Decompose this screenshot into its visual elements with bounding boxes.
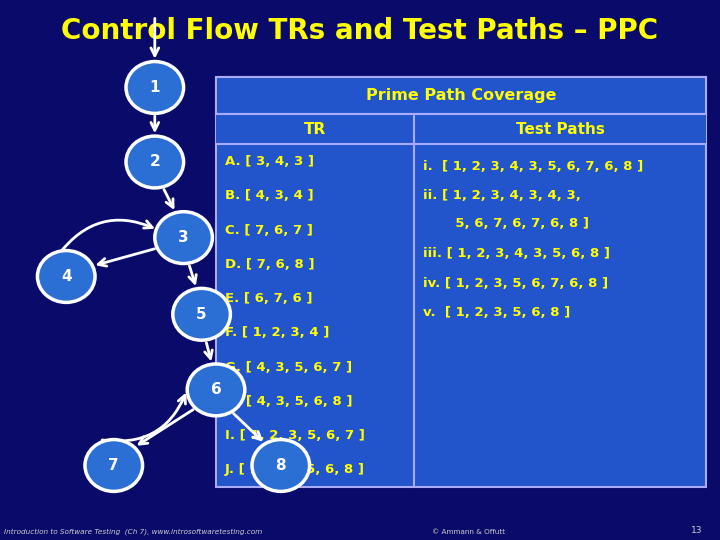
- Text: 1: 1: [150, 80, 160, 95]
- Text: Control Flow TRs and Test Paths – PPC: Control Flow TRs and Test Paths – PPC: [61, 17, 659, 45]
- Text: 5: 5: [197, 307, 207, 322]
- Ellipse shape: [37, 251, 95, 302]
- Ellipse shape: [187, 364, 245, 416]
- Ellipse shape: [173, 288, 230, 340]
- Text: 2: 2: [150, 154, 160, 170]
- Text: i.  [ 1, 2, 3, 4, 3, 5, 6, 7, 6, 8 ]: i. [ 1, 2, 3, 4, 3, 5, 6, 7, 6, 8 ]: [423, 159, 643, 172]
- Text: Prime Path Coverage: Prime Path Coverage: [366, 87, 556, 103]
- Bar: [216, 77, 706, 487]
- Text: © Ammann & Offutt: © Ammann & Offutt: [432, 529, 505, 535]
- Text: A. [ 3, 4, 3 ]: A. [ 3, 4, 3 ]: [225, 155, 314, 168]
- Ellipse shape: [252, 440, 310, 491]
- Text: 6: 6: [211, 382, 221, 397]
- Text: TR: TR: [304, 122, 326, 137]
- Text: iv. [ 1, 2, 3, 5, 6, 7, 6, 8 ]: iv. [ 1, 2, 3, 5, 6, 7, 6, 8 ]: [423, 276, 608, 289]
- Ellipse shape: [126, 136, 184, 188]
- Text: C. [ 7, 6, 7 ]: C. [ 7, 6, 7 ]: [225, 224, 312, 237]
- Ellipse shape: [85, 440, 143, 491]
- Text: 7: 7: [109, 458, 119, 473]
- Text: J. [ 1, 2, 3, 5, 6, 8 ]: J. [ 1, 2, 3, 5, 6, 8 ]: [225, 463, 364, 476]
- Bar: [216, 113, 706, 144]
- Text: E. [ 6, 7, 6 ]: E. [ 6, 7, 6 ]: [225, 292, 312, 305]
- Text: G. [ 4, 3, 5, 6, 7 ]: G. [ 4, 3, 5, 6, 7 ]: [225, 361, 352, 374]
- Text: iii. [ 1, 2, 3, 4, 3, 5, 6, 8 ]: iii. [ 1, 2, 3, 4, 3, 5, 6, 8 ]: [423, 247, 610, 260]
- Text: v.  [ 1, 2, 3, 5, 6, 8 ]: v. [ 1, 2, 3, 5, 6, 8 ]: [423, 306, 570, 319]
- Ellipse shape: [126, 62, 184, 113]
- Text: I. [ 1, 2, 3, 5, 6, 7 ]: I. [ 1, 2, 3, 5, 6, 7 ]: [225, 429, 364, 442]
- Ellipse shape: [155, 212, 212, 264]
- Text: Introduction to Software Testing  (Ch 7), www.introsoftwaretesting.com: Introduction to Software Testing (Ch 7),…: [4, 528, 262, 535]
- Text: 5, 6, 7, 6, 7, 6, 8 ]: 5, 6, 7, 6, 7, 6, 8 ]: [423, 217, 589, 230]
- Text: 3: 3: [179, 230, 189, 245]
- Text: B. [ 4, 3, 4 ]: B. [ 4, 3, 4 ]: [225, 190, 313, 202]
- Text: D. [ 7, 6, 8 ]: D. [ 7, 6, 8 ]: [225, 258, 314, 271]
- Text: 8: 8: [276, 458, 286, 473]
- Text: H. [ 4, 3, 5, 6, 8 ]: H. [ 4, 3, 5, 6, 8 ]: [225, 395, 352, 408]
- Text: 4: 4: [61, 269, 71, 284]
- Text: F. [ 1, 2, 3, 4 ]: F. [ 1, 2, 3, 4 ]: [225, 326, 329, 339]
- Text: 13: 13: [690, 525, 702, 535]
- Bar: [216, 77, 706, 113]
- Text: ii. [ 1, 2, 3, 4, 3, 4, 3,: ii. [ 1, 2, 3, 4, 3, 4, 3,: [423, 189, 581, 202]
- Text: Test Paths: Test Paths: [516, 122, 604, 137]
